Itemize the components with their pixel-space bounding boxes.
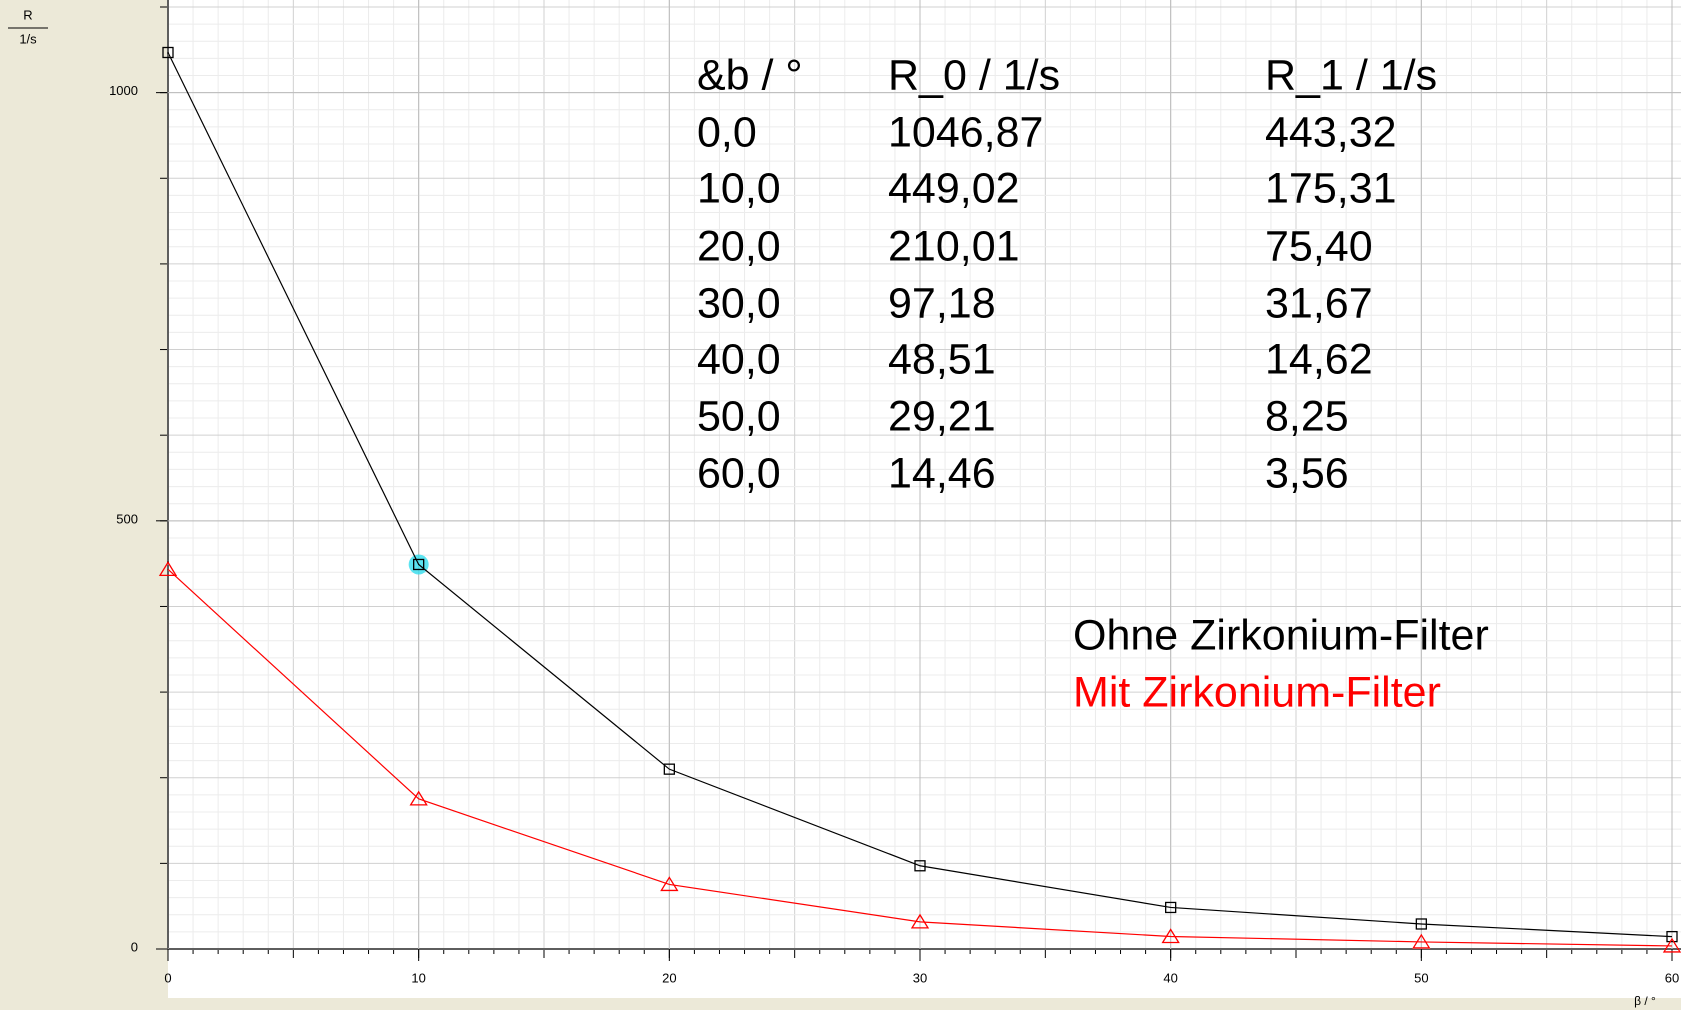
table-cell: 75,40 [1265, 222, 1373, 270]
legend-entry: Ohne Zirkonium-Filter [1073, 611, 1489, 659]
table-cell: 48,51 [888, 335, 996, 383]
marker [910, 913, 930, 929]
table-cell: 60,0 [697, 449, 781, 497]
x-tick-label: 60 [1665, 970, 1679, 985]
marker [162, 46, 174, 59]
table-header: R_0 / 1/s [888, 51, 1060, 99]
x-tick-label: 20 [662, 970, 676, 985]
marker [1666, 930, 1678, 943]
marker [1662, 937, 1681, 953]
table-cell: 443,32 [1265, 108, 1397, 156]
table-cell: 20,0 [697, 222, 781, 270]
y-tick-label: 1000 [109, 83, 138, 98]
x-tick-label: 30 [913, 970, 927, 985]
table-cell: 30,0 [697, 279, 781, 327]
table-cell: 14,62 [1265, 335, 1373, 383]
marker [914, 860, 926, 872]
table-cell: 31,67 [1265, 279, 1373, 327]
plot-area [168, 0, 1681, 998]
table-cell: 3,56 [1265, 449, 1349, 497]
x-tick-label: 10 [411, 970, 425, 985]
marker [1412, 933, 1431, 949]
x-tick-label: 50 [1414, 970, 1428, 985]
table-cell: 10,0 [697, 164, 781, 212]
y-tick-label: 500 [116, 511, 138, 526]
y-axis-label: R [23, 7, 32, 22]
table-header: &b / ° [697, 51, 803, 99]
marker [663, 763, 675, 775]
marker [660, 876, 679, 892]
table-header: R_1 / 1/s [1265, 51, 1437, 99]
x-axis-label: β / ° [1634, 994, 1656, 1008]
x-tick-label: 40 [1163, 970, 1177, 985]
x-tick-label: 0 [164, 970, 171, 985]
marker [158, 561, 178, 577]
marker [1165, 901, 1177, 914]
marker [1161, 928, 1180, 944]
series-line [167, 52, 1673, 938]
legend-entry: Mit Zirkonium-Filter [1073, 668, 1441, 716]
marker [1415, 918, 1427, 930]
table-cell: 29,21 [888, 392, 996, 440]
marker [409, 790, 428, 806]
table-cell: 1046,87 [888, 108, 1043, 156]
table-cell: 97,18 [888, 279, 996, 327]
table-cell: 40,0 [697, 335, 781, 383]
table-cell: 210,01 [888, 222, 1020, 270]
table-cell: 14,46 [888, 449, 996, 497]
table-cell: 449,02 [888, 164, 1020, 212]
series-line [167, 568, 1673, 947]
table-cell: 175,31 [1265, 164, 1397, 212]
y-tick-label: 0 [131, 939, 138, 954]
marker [413, 558, 425, 571]
table-cell: 50,0 [697, 392, 781, 440]
table-cell: 8,25 [1265, 392, 1349, 440]
table-cell: 0,0 [697, 108, 757, 156]
y-axis-unit: 1/s [19, 31, 37, 46]
